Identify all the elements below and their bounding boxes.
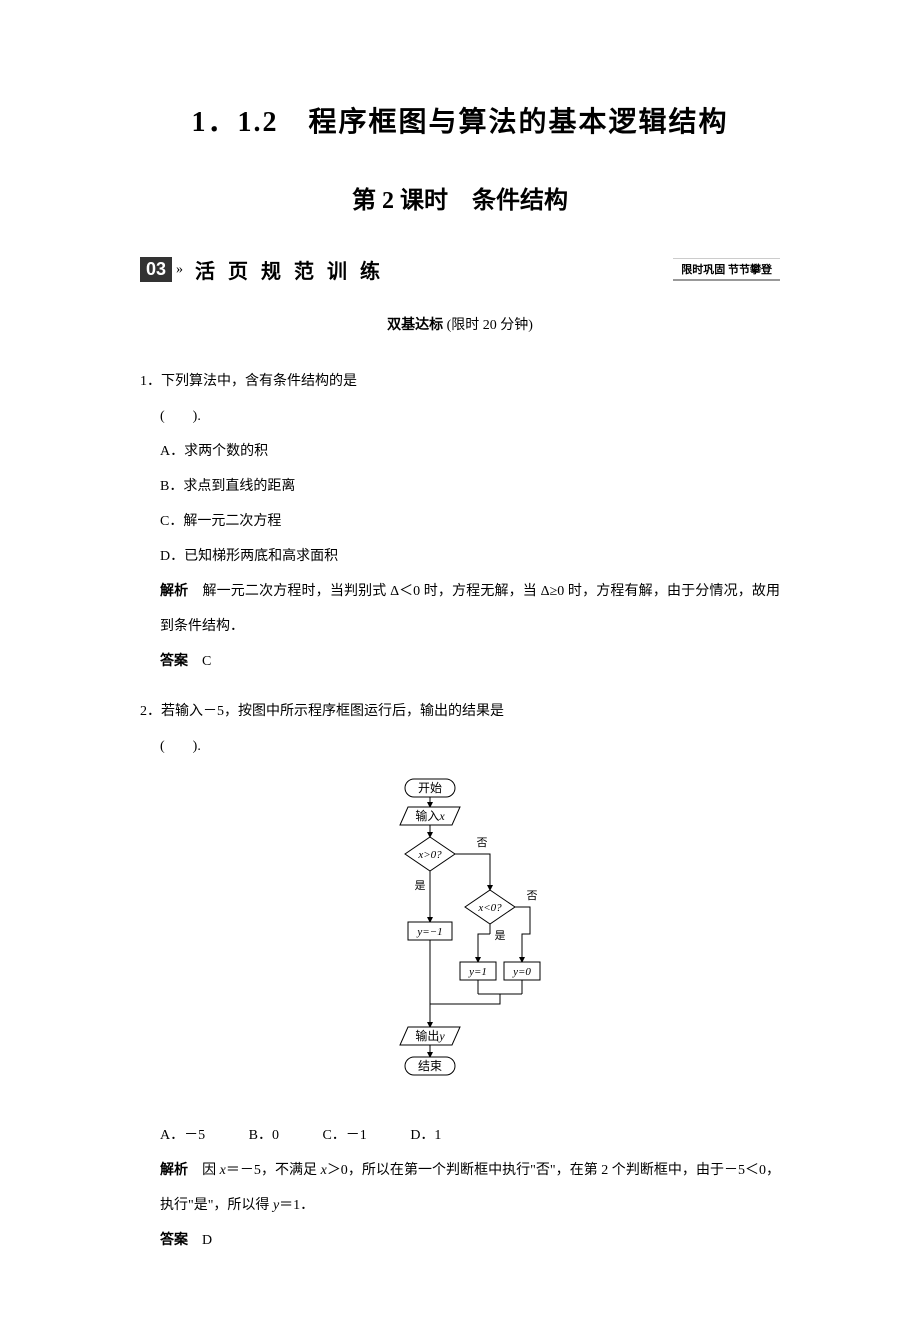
q2-choice-a: A．－5 [160,1128,205,1143]
svg-text:否: 否 [477,837,488,849]
svg-text:y=1: y=1 [468,966,487,978]
q2-analysis-label: 解析 [160,1163,188,1178]
q1-paren: ( ). [160,399,780,434]
q2-choice-c: C．－1 [322,1128,366,1143]
section-right: 限时巩固 节节攀登 [673,258,780,281]
q2-a-p4: ＝1． [279,1198,314,1213]
q2-paren: ( ). [160,729,780,764]
section-arrow: » [176,262,183,278]
q1-stem: 1．下列算法中，含有条件结构的是 [140,364,780,399]
section-badge: 03 [140,257,172,282]
q1-choice-b: B．求点到直线的距离 [160,469,780,504]
q2-answer-value: D [202,1233,212,1248]
q2-answer: 答案 D [160,1223,780,1258]
svg-text:输入x: 输入x [415,808,445,823]
svg-text:y=0: y=0 [512,966,531,978]
q1-analysis: 解析 解一元二次方程时，当判别式 Δ＜0 时，方程无解，当 Δ≥0 时，方程有解… [160,574,780,644]
svg-text:是: 是 [495,929,506,942]
q2-answer-label: 答案 [160,1233,188,1248]
svg-text:输出y: 输出y [415,1028,445,1043]
q2-stem: 2．若输入－5，按图中所示程序框图运行后，输出的结果是 [140,694,780,729]
shuangji-label: 双基达标 [387,318,443,333]
svg-text:否: 否 [527,890,538,902]
svg-text:x<0?: x<0? [477,902,502,914]
q2-choice-d: D．1 [410,1128,441,1143]
svg-text:x>0?: x>0? [417,849,442,861]
q1-choice-c: C．解一元二次方程 [160,504,780,539]
svg-text:是: 是 [415,879,426,892]
sub-title: 第 2 课时 条件结构 [140,180,780,215]
flowchart-container: 开始输入x x>0? 是 y=−1 否 x<0? 是 y=1 否 y=0 输出y 结束 [140,774,780,1108]
q1-choice-d: D．已知梯形两底和高求面积 [160,539,780,574]
q2-a-p2: ＝－5，不满足 [226,1163,321,1178]
q1-answer: 答案 C [160,644,780,679]
section-header: 03 » 活 页 规 范 训 练 限时巩固 节节攀登 [140,255,780,284]
shuangji-row: 双基达标 (限时 20 分钟) [140,314,780,334]
svg-text:开始: 开始 [418,781,442,795]
question-2: 2．若输入－5，按图中所示程序框图运行后，输出的结果是 ( ). 开始输入x x>… [140,694,780,1258]
q2-analysis: 解析 因 x＝－5，不满足 x＞0，所以在第一个判断框中执行"否"，在第 2 个… [160,1153,780,1223]
section-left: 03 » 活 页 规 范 训 练 [140,255,384,284]
q2-choice-b: B．0 [249,1128,279,1143]
q1-analysis-label: 解析 [160,584,188,599]
q1-analysis-text: 解一元二次方程时，当判别式 Δ＜0 时，方程无解，当 Δ≥0 时，方程有解，由于… [160,584,780,634]
svg-text:y=−1: y=−1 [416,926,442,938]
q2-a-p1: 因 [202,1163,220,1178]
q1-answer-label: 答案 [160,654,188,669]
q1-choice-a: A．求两个数的积 [160,434,780,469]
main-title: 1．1.2 程序框图与算法的基本逻辑结构 [140,100,780,140]
q2-choices: A．－5 B．0 C．－1 D．1 [160,1118,780,1153]
q1-answer-value: C [202,654,211,669]
shuangji-time: (限时 20 分钟) [447,318,533,333]
question-1: 1．下列算法中，含有条件结构的是 ( ). A．求两个数的积 B．求点到直线的距… [140,364,780,679]
svg-text:结束: 结束 [418,1059,442,1073]
flowchart: 开始输入x x>0? 是 y=−1 否 x<0? 是 y=1 否 y=0 输出y 结束 [360,774,560,1094]
section-title: 活 页 规 范 训 练 [195,255,384,284]
